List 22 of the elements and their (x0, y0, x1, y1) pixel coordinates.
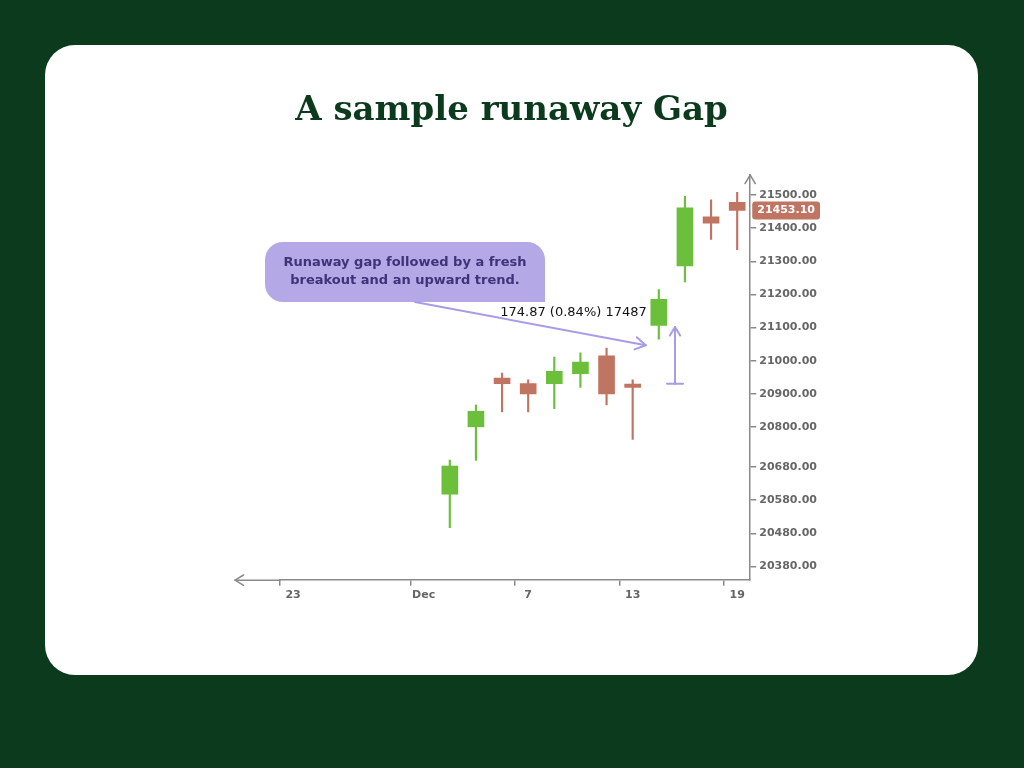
chart-title: A sample runaway Gap (294, 88, 729, 128)
y-tick-label: 20480.00 (759, 526, 818, 540)
y-tick-label: 21100.00 (759, 320, 818, 334)
y-tick-label: 20580.00 (759, 493, 818, 507)
text: 21453.10 (757, 203, 816, 217)
annotation: Runaway gap followed by a fresh breakout and an upward trend. (283, 254, 527, 288)
x-tick-label: 23 (285, 588, 301, 602)
y-tick-label: 21500.00 (759, 187, 818, 201)
annotation: 174.87 (0.84%) 17487 (500, 303, 647, 319)
y-tick-label: 20800.00 (759, 420, 818, 434)
x-tick-label: Dec (412, 588, 436, 602)
y-tick-label: 21400.00 (759, 220, 818, 234)
candlestick (572, 352, 589, 388)
y-tick-label: 20380.00 (759, 559, 818, 573)
x-tick-label: 13 (625, 588, 641, 602)
y-tick-label: 21300.00 (759, 254, 818, 268)
y-tick-label: 21200.00 (759, 287, 818, 301)
y-tick-label: 20680.00 (759, 459, 818, 473)
x-tick-label: 19 (729, 588, 745, 602)
y-tick-label: 21000.00 (759, 353, 818, 367)
x-tick-label: 7 (524, 588, 533, 602)
y-tick-label: 20900.00 (759, 386, 818, 400)
